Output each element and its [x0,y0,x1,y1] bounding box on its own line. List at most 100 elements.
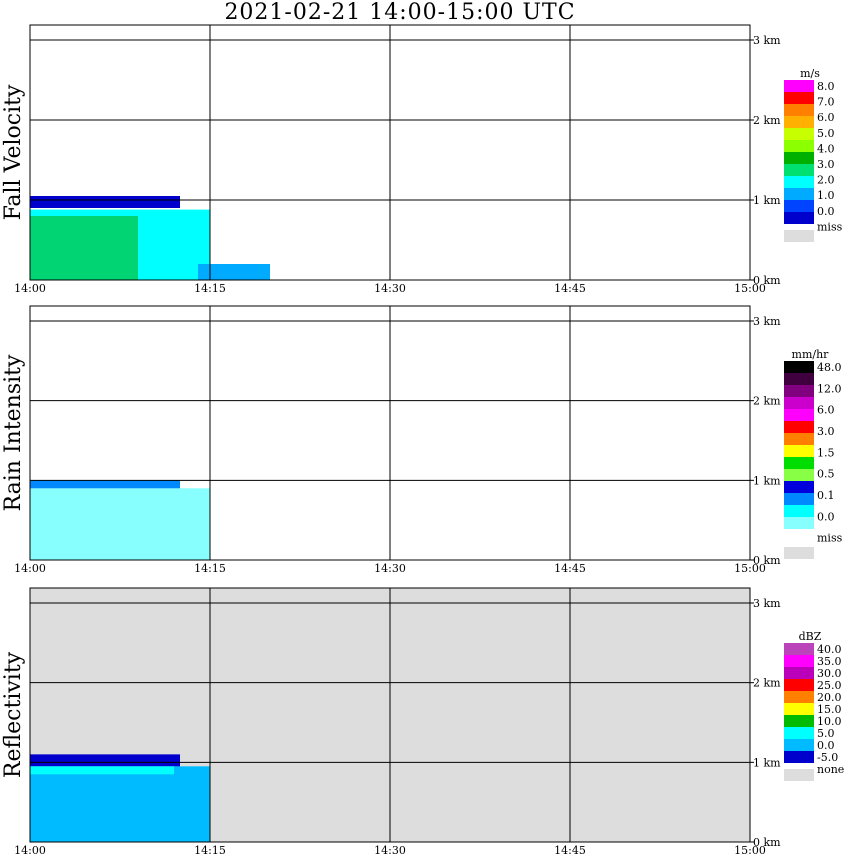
colorbar-label: 0.0 [817,205,835,218]
colorbar-label: 3.0 [817,158,835,171]
colorbar-swatch [784,128,814,140]
colorbar-swatch [784,373,814,385]
colorbar-label: 0.1 [817,489,835,502]
x-tick-label: 14:15 [194,844,226,857]
x-tick-label: 15:00 [734,282,766,295]
data-region-0 [30,766,210,842]
panel-0: 14:00 14:15 14:30 14:45 15:000 km 1 km 2 km 3 k… [1,24,843,295]
colorbar-label: 0.0 [817,739,835,752]
colorbar-swatch [784,104,814,116]
colorbar-swatch [784,140,814,152]
colorbar-swatch [784,457,814,469]
x-tick-label: 14:30 [374,282,406,295]
colorbar-swatch [784,176,814,188]
colorbar-swatch [784,517,814,529]
colorbar-swatch [784,547,814,559]
y-tick-label: 2 km [753,395,781,408]
colorbar-label: 5.0 [817,727,835,740]
colorbar-label: 40.0 [817,643,842,656]
colorbar-swatch [784,92,814,104]
colorbar-label: 10.0 [817,715,842,728]
colorbar-label: 6.0 [817,404,835,417]
colorbar-swatch [784,667,814,679]
colorbar-label: 7.0 [817,96,835,109]
colorbar-label: 3.0 [817,425,835,438]
colorbar-swatch [784,385,814,397]
colorbar-swatch [784,445,814,457]
colorbar-label: 1.0 [817,189,835,202]
colorbar-swatch [784,505,814,517]
colorbar-label: miss [817,532,843,545]
colorbar-swatch [784,212,814,224]
colorbar-swatch [784,164,814,176]
colorbar-swatch [784,188,814,200]
x-tick-label: 15:00 [734,562,766,575]
chart-title: 2021-02-21 14:00-15:00 UTC [224,0,576,25]
colorbar-label: 20.0 [817,691,842,704]
colorbar-swatch [784,703,814,715]
x-tick-label: 14:15 [194,282,226,295]
y-tick-label: 1 km [753,194,781,207]
y-tick-label: 1 km [753,756,781,769]
colorbar-label: miss [817,220,843,233]
colorbar-swatch [784,727,814,739]
colorbar-swatch [784,751,814,763]
data-region-2 [30,766,174,775]
colorbar-swatch [784,469,814,481]
data-region-2 [30,216,138,280]
y-tick-label: 3 km [753,597,781,610]
x-tick-label: 14:00 [14,562,46,575]
colorbar-label: 6.0 [817,111,835,124]
y-axis-label: Fall Velocity [1,84,26,220]
colorbar-swatch [784,529,814,541]
y-tick-label: 0 km [753,554,781,567]
y-axis-label: Rain Intensity [1,354,26,511]
y-tick-label: 3 km [753,34,781,47]
colorbar-swatch [784,80,814,92]
colorbar-unit: mm/hr [792,348,830,361]
y-tick-label: 0 km [753,836,781,849]
colorbar-label: 5.0 [817,127,835,140]
colorbar-swatch [784,230,814,242]
colorbar-swatch [784,679,814,691]
data-region-3 [198,264,270,280]
x-tick-label: 14:30 [374,844,406,857]
colorbar-swatch [784,152,814,164]
colorbar-unit: dBZ [799,630,822,643]
y-tick-label: 2 km [753,677,781,690]
colorbar-swatch [784,655,814,667]
colorbar-swatch [784,409,814,421]
colorbar-swatch [784,361,814,373]
colorbar-label: 8.0 [817,80,835,93]
x-tick-label: 14:15 [194,562,226,575]
x-tick-label: 14:45 [554,282,586,295]
colorbar-swatch [784,715,814,727]
colorbar-swatch [784,643,814,655]
y-tick-label: 2 km [753,114,781,127]
y-tick-label: 1 km [753,474,781,487]
colorbar-unit: m/s [800,67,820,80]
colorbar-swatch [784,421,814,433]
colorbar-swatch [784,493,814,505]
colorbar-swatch [784,116,814,128]
x-tick-label: 14:30 [374,562,406,575]
y-axis-label: Reflectivity [1,651,26,778]
colorbar-swatch [784,397,814,409]
colorbar-swatch [784,739,814,751]
colorbar-label: 4.0 [817,142,835,155]
x-tick-label: 14:00 [14,282,46,295]
panel-1: 14:00 14:15 14:30 14:45 15:000 km 1 km 2 km 3 k… [1,305,843,575]
colorbar-label: 0.0 [817,510,835,523]
x-tick-label: 14:00 [14,844,46,857]
data-region-1 [30,480,180,489]
y-tick-label: 3 km [753,315,781,328]
colorbar-swatch [784,200,814,212]
data-region-1 [30,196,180,208]
colorbar-label: 35.0 [817,655,842,668]
y-tick-label: 0 km [753,274,781,287]
colorbar-label: 0.5 [817,468,835,481]
data-region-1 [30,754,180,767]
colorbar-label: 30.0 [817,667,842,680]
data-region-0 [30,488,210,560]
